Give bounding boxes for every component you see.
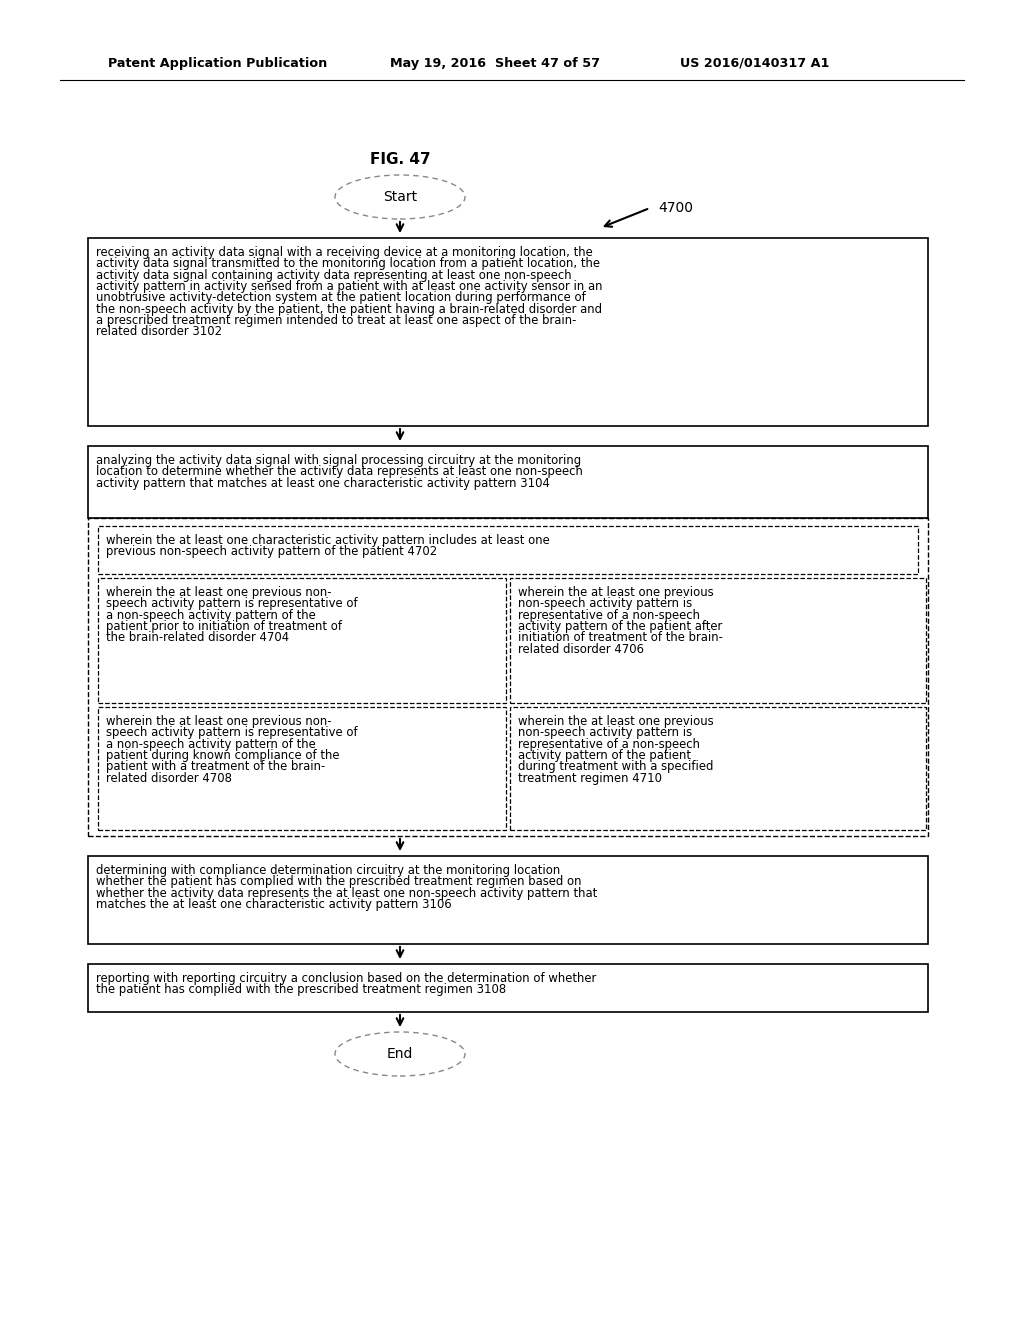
Text: treatment regimen 4710: treatment regimen 4710 — [518, 772, 662, 784]
Bar — [510, 708, 926, 830]
Text: the patient has complied with the prescribed treatment regimen 3108: the patient has complied with the prescr… — [96, 983, 506, 997]
Bar — [88, 238, 928, 426]
Bar — [88, 855, 928, 944]
Text: non-speech activity pattern is: non-speech activity pattern is — [518, 726, 692, 739]
Text: activity pattern that matches at least one characteristic activity pattern 3104: activity pattern that matches at least o… — [96, 477, 550, 490]
Bar — [98, 525, 918, 574]
Text: receiving an activity data signal with a receiving device at a monitoring locati: receiving an activity data signal with a… — [96, 246, 593, 259]
Text: wherein the at least one previous non-: wherein the at least one previous non- — [106, 586, 332, 599]
Text: speech activity pattern is representative of: speech activity pattern is representativ… — [106, 726, 357, 739]
Text: representative of a non-speech: representative of a non-speech — [518, 738, 700, 751]
Text: patient prior to initiation of treatment of: patient prior to initiation of treatment… — [106, 620, 342, 634]
Text: a non-speech activity pattern of the: a non-speech activity pattern of the — [106, 609, 315, 622]
Text: speech activity pattern is representative of: speech activity pattern is representativ… — [106, 598, 357, 610]
Text: wherein the at least one characteristic activity pattern includes at least one: wherein the at least one characteristic … — [106, 535, 550, 546]
Text: FIG. 47: FIG. 47 — [370, 153, 430, 168]
Text: activity pattern in activity sensed from a patient with at least one activity se: activity pattern in activity sensed from… — [96, 280, 602, 293]
Text: location to determine whether the activity data represents at least one non-spee: location to determine whether the activi… — [96, 466, 583, 478]
Text: whether the activity data represents the at least one non-speech activity patter: whether the activity data represents the… — [96, 887, 597, 900]
Text: whether the patient has complied with the prescribed treatment regimen based on: whether the patient has complied with th… — [96, 875, 582, 888]
Bar — [88, 517, 928, 836]
Text: during treatment with a specified: during treatment with a specified — [518, 760, 714, 774]
Text: Patent Application Publication: Patent Application Publication — [108, 57, 328, 70]
Text: matches the at least one characteristic activity pattern 3106: matches the at least one characteristic … — [96, 898, 452, 911]
Text: related disorder 3102: related disorder 3102 — [96, 326, 222, 338]
Text: End: End — [387, 1047, 414, 1061]
Text: wherein the at least one previous non-: wherein the at least one previous non- — [106, 715, 332, 729]
Text: initiation of treatment of the brain-: initiation of treatment of the brain- — [518, 631, 723, 644]
Text: Start: Start — [383, 190, 417, 205]
Text: activity pattern of the patient: activity pattern of the patient — [518, 748, 691, 762]
Text: wherein the at least one previous: wherein the at least one previous — [518, 586, 714, 599]
Text: 4700: 4700 — [658, 201, 693, 215]
Text: patient during known compliance of the: patient during known compliance of the — [106, 748, 340, 762]
Bar — [98, 708, 506, 830]
Text: wherein the at least one previous: wherein the at least one previous — [518, 715, 714, 729]
Text: the brain-related disorder 4704: the brain-related disorder 4704 — [106, 631, 289, 644]
Text: patient with a treatment of the brain-: patient with a treatment of the brain- — [106, 760, 326, 774]
Text: non-speech activity pattern is: non-speech activity pattern is — [518, 598, 692, 610]
Bar — [98, 578, 506, 704]
Text: activity data signal transmitted to the monitoring location from a patient locat: activity data signal transmitted to the … — [96, 257, 600, 271]
Bar — [510, 578, 926, 704]
Text: activity pattern of the patient after: activity pattern of the patient after — [518, 620, 722, 634]
Text: May 19, 2016  Sheet 47 of 57: May 19, 2016 Sheet 47 of 57 — [390, 57, 600, 70]
Text: a non-speech activity pattern of the: a non-speech activity pattern of the — [106, 738, 315, 751]
Text: reporting with reporting circuitry a conclusion based on the determination of wh: reporting with reporting circuitry a con… — [96, 972, 596, 985]
Text: a prescribed treatment regimen intended to treat at least one aspect of the brai: a prescribed treatment regimen intended … — [96, 314, 577, 327]
Text: determining with compliance determination circuitry at the monitoring location: determining with compliance determinatio… — [96, 865, 560, 876]
Text: related disorder 4708: related disorder 4708 — [106, 772, 231, 784]
Text: representative of a non-speech: representative of a non-speech — [518, 609, 700, 622]
Text: related disorder 4706: related disorder 4706 — [518, 643, 644, 656]
Text: previous non-speech activity pattern of the patient 4702: previous non-speech activity pattern of … — [106, 545, 437, 558]
Text: activity data signal containing activity data representing at least one non-spee: activity data signal containing activity… — [96, 269, 571, 281]
Text: unobtrusive activity-detection system at the patient location during performance: unobtrusive activity-detection system at… — [96, 292, 586, 305]
Bar — [88, 446, 928, 517]
Text: US 2016/0140317 A1: US 2016/0140317 A1 — [680, 57, 829, 70]
Text: analyzing the activity data signal with signal processing circuitry at the monit: analyzing the activity data signal with … — [96, 454, 582, 467]
Bar — [88, 964, 928, 1012]
Text: the non-speech activity by the patient, the patient having a brain-related disor: the non-speech activity by the patient, … — [96, 302, 602, 315]
